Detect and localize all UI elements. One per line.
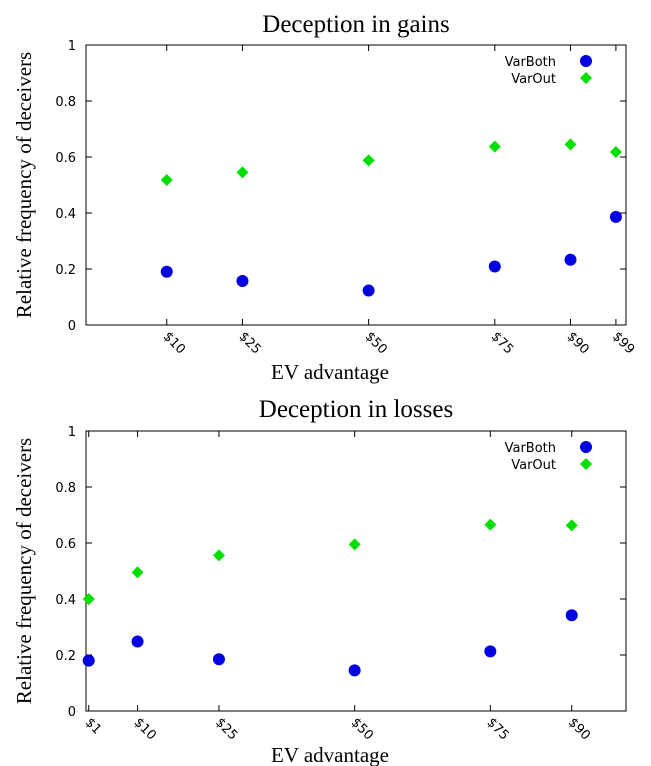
x-tick-label: $90: [565, 715, 593, 743]
data-point-varout: [82, 593, 95, 605]
data-point-varboth: [362, 284, 375, 297]
data-point-varboth: [488, 260, 501, 273]
chart-losses: Deception in losses 0 0.2 0.4 0.6 0.8 1 $1 $10 $2…: [12, 396, 627, 766]
data-point-varboth: [484, 645, 497, 658]
y-tick-label: 0: [68, 319, 76, 334]
y-tick-label: 0.4: [55, 207, 76, 222]
y-axis-label: Relative frequency of deceivers: [12, 52, 36, 318]
legend-label-varout: VarOut: [511, 72, 556, 87]
x-tick-label: $50: [362, 329, 390, 357]
y-tick-label: 0.4: [55, 593, 76, 608]
x-axis-label: EV advantage: [271, 743, 389, 766]
y-tick-label: 0.8: [55, 481, 76, 496]
data-point-varout: [131, 566, 144, 579]
y-tick-label: 0.2: [55, 649, 76, 664]
data-point-varout: [565, 519, 578, 532]
legend-marker-varout: [580, 458, 592, 470]
data-point-varboth: [236, 275, 249, 288]
x-tick-label: $75: [488, 329, 516, 357]
data-point-varboth: [609, 210, 622, 223]
data-point-varout: [348, 538, 361, 551]
x-tick-label: $75: [483, 715, 511, 743]
legend-label-varout: VarOut: [511, 458, 556, 473]
data-point-varboth: [564, 253, 577, 266]
y-tick-label: 0.6: [55, 537, 76, 552]
y-axis-label: Relative frequency of deceivers: [12, 438, 36, 704]
data-point-varboth: [212, 653, 225, 666]
x-tick-label: $10: [131, 715, 159, 743]
y-tick-label: 1: [68, 425, 76, 440]
x-axis-label: EV advantage: [271, 360, 389, 384]
x-tick-label: $25: [236, 329, 264, 357]
y-tick-label: 0.2: [55, 263, 76, 278]
legend-marker-varboth: [580, 441, 592, 453]
data-point-varout: [362, 154, 375, 167]
x-tick-label: $99: [609, 329, 637, 357]
x-tick-label: $90: [564, 329, 592, 357]
legend-label-varboth: VarBoth: [505, 441, 556, 456]
y-tick-label: 0: [68, 705, 76, 720]
legend-marker-varboth: [580, 55, 592, 67]
data-point-varout: [564, 138, 577, 151]
y-tick-label: 1: [68, 39, 76, 54]
plot-frame: [85, 44, 627, 326]
x-tick-label: $10: [160, 329, 188, 357]
x-tick-label: $1: [82, 715, 104, 737]
data-point-varout: [488, 140, 501, 153]
x-tick-label: $25: [212, 715, 240, 743]
data-point-varout: [484, 518, 497, 531]
legend-marker-varout: [580, 72, 592, 84]
chart-gains: Deception in gains 0 0.2 0.4 0.6 0.8 1 $10 $25 $5…: [12, 11, 637, 384]
data-point-varout: [160, 173, 173, 186]
x-tick-label: $50: [348, 715, 376, 743]
data-point-varboth: [82, 654, 95, 667]
legend-label-varboth: VarBoth: [505, 55, 556, 70]
chart-title: Deception in gains: [262, 11, 449, 38]
data-point-varboth: [160, 265, 173, 278]
data-point-varout: [236, 166, 249, 179]
data-point-varboth: [131, 635, 144, 648]
data-point-varout: [212, 549, 225, 562]
chart-title: Deception in losses: [259, 396, 453, 423]
data-point-varout: [609, 145, 622, 158]
y-tick-label: 0.8: [55, 95, 76, 110]
data-point-varboth: [348, 664, 361, 677]
y-tick-label: 0.6: [55, 151, 76, 166]
plot-frame: [85, 430, 627, 712]
data-point-varboth: [565, 609, 578, 622]
